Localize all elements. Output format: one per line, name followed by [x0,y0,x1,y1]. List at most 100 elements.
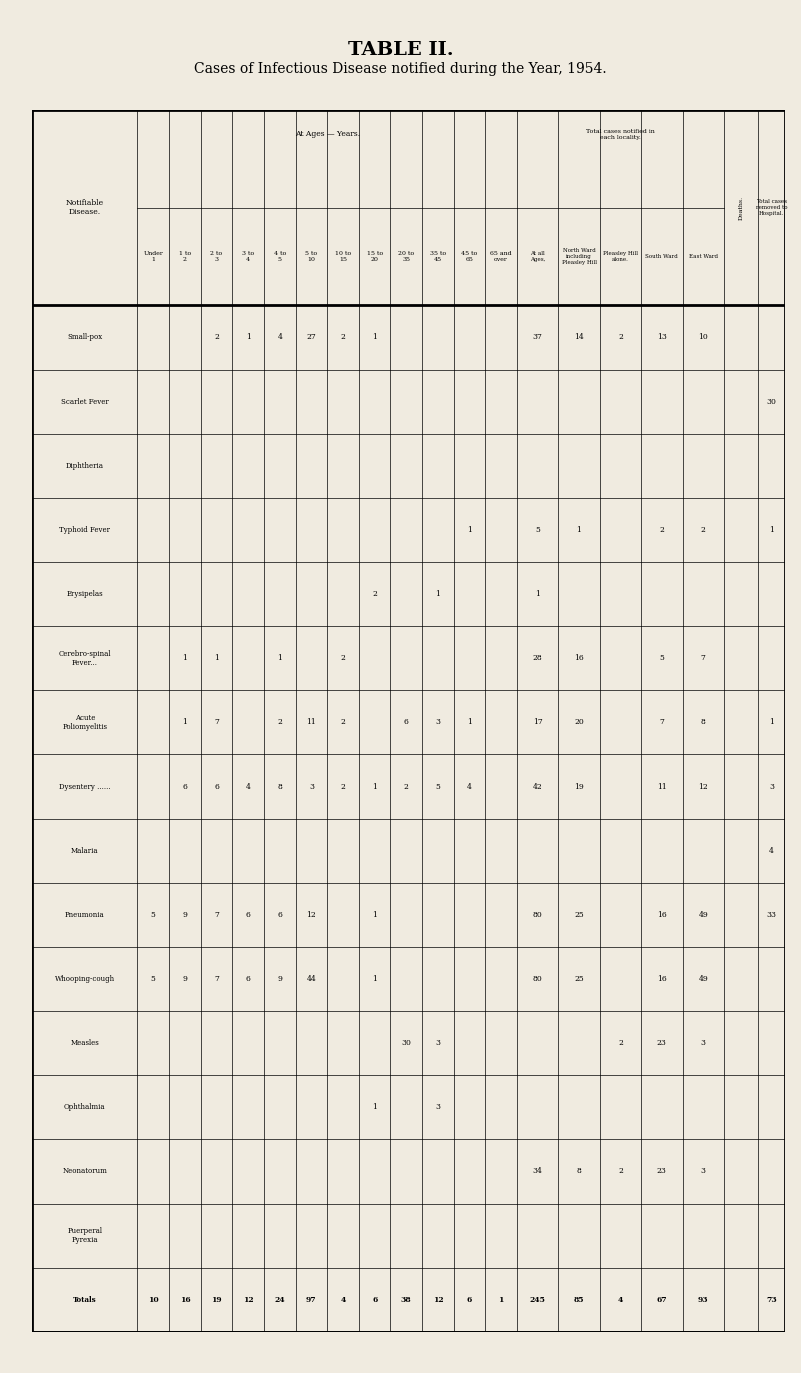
Text: 1: 1 [183,654,187,662]
Text: 85: 85 [574,1296,584,1304]
Text: 6: 6 [183,783,187,791]
Text: 2: 2 [659,526,664,534]
Text: Total cases notified in
each locality.: Total cases notified in each locality. [586,129,655,140]
Text: 4: 4 [277,334,282,342]
Text: 11: 11 [657,783,666,791]
Text: 35 to
45: 35 to 45 [430,251,446,262]
Text: 6: 6 [246,975,251,983]
Text: 5: 5 [659,654,664,662]
Text: 1: 1 [769,718,774,726]
Text: 6: 6 [372,1296,377,1304]
Text: 2: 2 [214,334,219,342]
Text: 245: 245 [529,1296,545,1304]
Text: Malaria: Malaria [71,847,99,854]
Text: 1: 1 [372,334,377,342]
Text: 80: 80 [533,910,542,919]
Text: 93: 93 [698,1296,709,1304]
Text: Erysipelas: Erysipelas [66,590,103,599]
Text: 2: 2 [701,526,706,534]
Text: Cases of Infectious Disease notified during the Year, 1954.: Cases of Infectious Disease notified dur… [194,62,607,76]
Text: 49: 49 [698,910,708,919]
Text: 44: 44 [307,975,316,983]
Text: 1 to
2: 1 to 2 [179,251,191,262]
Text: Diphtheria: Diphtheria [66,461,104,470]
Text: 7: 7 [701,654,706,662]
Text: 3: 3 [769,783,774,791]
Text: At Ages — Years.: At Ages — Years. [295,130,360,139]
Text: 8: 8 [277,783,282,791]
Text: 3: 3 [701,1039,706,1048]
Text: Scarlet Fever: Scarlet Fever [61,398,109,405]
Text: 7: 7 [214,975,219,983]
Text: 2: 2 [340,334,345,342]
Text: 24: 24 [275,1296,285,1304]
Text: Cerebro-spinal
Fever...: Cerebro-spinal Fever... [58,649,111,667]
Text: 1: 1 [372,783,377,791]
Text: 8: 8 [701,718,706,726]
Text: 1: 1 [467,718,472,726]
Text: 25: 25 [574,975,584,983]
Text: 4: 4 [618,1296,623,1304]
Text: East Ward: East Ward [689,254,718,259]
Text: 1: 1 [535,590,540,599]
Text: 1: 1 [769,526,774,534]
Text: 9: 9 [183,975,187,983]
Text: 67: 67 [657,1296,667,1304]
Text: Pneumonia: Pneumonia [65,910,105,919]
Text: Puerperal
Pyrexia: Puerperal Pyrexia [67,1227,103,1244]
Text: 16: 16 [574,654,584,662]
Text: 10 to
15: 10 to 15 [335,251,351,262]
Text: 6: 6 [246,910,251,919]
Text: 4: 4 [340,1296,346,1304]
Text: 7: 7 [659,718,664,726]
Text: 1: 1 [372,910,377,919]
Text: 2: 2 [372,590,377,599]
Text: 2: 2 [340,783,345,791]
Text: 1: 1 [577,526,582,534]
Text: Whooping-cough: Whooping-cough [54,975,115,983]
Text: Deaths.: Deaths. [739,195,743,220]
Text: 7: 7 [214,910,219,919]
Text: 2 to
3: 2 to 3 [211,251,223,262]
Text: 1: 1 [277,654,282,662]
Text: 80: 80 [533,975,542,983]
Text: 3: 3 [701,1167,706,1175]
Text: 3: 3 [436,1039,441,1048]
Text: 2: 2 [618,1167,623,1175]
Text: 73: 73 [766,1296,777,1304]
Text: 30: 30 [401,1039,411,1048]
Text: 65 and
over: 65 and over [490,251,512,262]
Text: Dysentery ......: Dysentery ...... [59,783,111,791]
Text: 28: 28 [533,654,542,662]
Text: 2: 2 [340,654,345,662]
Text: South Ward: South Ward [646,254,678,259]
Text: 4 to
5: 4 to 5 [274,251,286,262]
Text: 4: 4 [769,847,774,854]
Text: 12: 12 [243,1296,253,1304]
Text: Totals: Totals [73,1296,97,1304]
Text: Measles: Measles [70,1039,99,1048]
Text: 30: 30 [767,398,776,405]
Text: 14: 14 [574,334,584,342]
Text: Total cases
removed to
Hospital.: Total cases removed to Hospital. [755,199,787,216]
Text: 3 to
4: 3 to 4 [242,251,254,262]
Text: 1: 1 [436,590,441,599]
Text: 37: 37 [533,334,542,342]
Text: 16: 16 [657,975,666,983]
Text: 25: 25 [574,910,584,919]
Text: 3: 3 [309,783,314,791]
Text: 9: 9 [183,910,187,919]
Text: 34: 34 [533,1167,542,1175]
Text: 12: 12 [307,910,316,919]
Text: 7: 7 [214,718,219,726]
Text: 3: 3 [436,718,441,726]
Text: 33: 33 [767,910,776,919]
Text: 23: 23 [657,1167,666,1175]
Text: 12: 12 [698,783,708,791]
Text: North Ward
including
Pleasley Hill: North Ward including Pleasley Hill [562,249,597,265]
Text: TABLE II.: TABLE II. [348,41,453,59]
Text: 6: 6 [404,718,409,726]
Text: 12: 12 [433,1296,443,1304]
Text: Typhoid Fever: Typhoid Fever [59,526,111,534]
Text: 1: 1 [498,1296,504,1304]
